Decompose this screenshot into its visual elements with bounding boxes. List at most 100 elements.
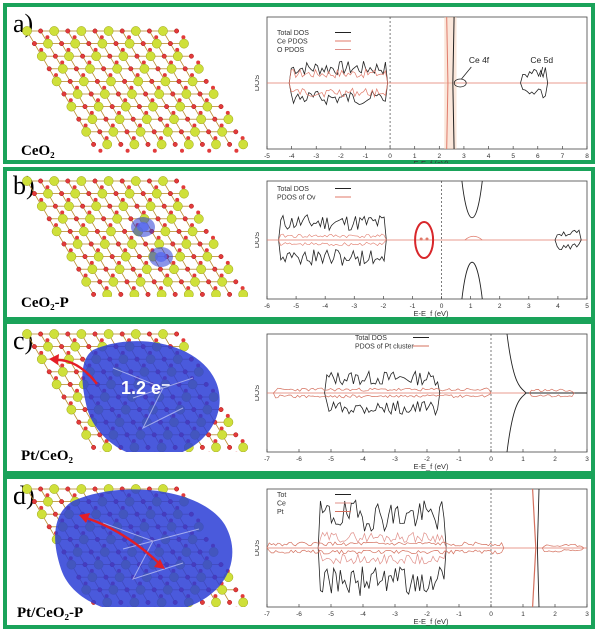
tick-label: 0 (440, 303, 444, 310)
ce-atom (211, 139, 221, 150)
o-atom (174, 28, 180, 34)
o-atom (89, 260, 94, 265)
tick-label: -7 (264, 611, 270, 618)
o-atom (108, 73, 113, 78)
ce-atom (43, 188, 53, 199)
arrow-head (79, 513, 90, 523)
o-atom (82, 254, 88, 260)
ce-atom (130, 329, 141, 339)
o-atom (38, 331, 44, 337)
o-atom (225, 110, 230, 115)
o-atom (94, 228, 100, 234)
tick-label: 3 (585, 611, 589, 618)
o-atom (76, 116, 82, 122)
o-atom (113, 191, 119, 197)
o-atom (183, 235, 188, 240)
ce-atom (103, 26, 114, 36)
o-atom (180, 148, 184, 153)
tick-label: -4 (322, 303, 328, 310)
o-atom (61, 241, 67, 247)
ce-atom (57, 366, 68, 377)
ce-atom (208, 89, 219, 99)
o-atom (165, 123, 170, 128)
o-atom (199, 444, 205, 450)
tick-label: -1 (363, 153, 369, 160)
annotation-ce5d: Ce 5d (530, 55, 553, 65)
o-atom (99, 185, 104, 190)
o-atom (39, 197, 44, 202)
o-atom (110, 273, 115, 278)
ce-atom (103, 176, 114, 186)
o-atom (227, 599, 233, 605)
o-atom (109, 104, 115, 110)
o-atom (66, 47, 71, 52)
o-atom (97, 129, 103, 135)
x-axis-label: E-E_f (eV) (413, 159, 449, 163)
structure-label: CeO₂ (21, 143, 55, 159)
o-atom (164, 104, 170, 110)
tick-label: 2 (553, 456, 557, 463)
o-atom (151, 129, 157, 135)
ce-atom (160, 226, 171, 237)
o-atom (102, 85, 107, 90)
o-atom (145, 291, 151, 297)
ce-atom (64, 51, 74, 62)
ce-atom (211, 442, 221, 452)
o-atom (92, 486, 98, 492)
o-atom (54, 376, 58, 381)
ce-atom (193, 213, 204, 224)
ce-atom (187, 226, 198, 237)
o-atom (199, 141, 205, 147)
ce-pdos-line (317, 547, 447, 565)
o-atom (104, 136, 109, 141)
ce-atom (81, 429, 92, 440)
o-atom (206, 129, 212, 135)
o-atom (138, 123, 142, 128)
o-atom (31, 499, 37, 505)
ce4f-band-highlight (444, 17, 457, 149)
o-atom (157, 116, 163, 122)
total-dos-line (461, 180, 483, 218)
annotation-arrow (461, 66, 472, 80)
o-atom (172, 291, 178, 297)
ce-atom (51, 76, 62, 87)
ce-atom (85, 63, 95, 74)
o-atom (59, 344, 65, 350)
o-atom (93, 47, 98, 52)
tick-label: 4 (487, 153, 491, 160)
o-atom (213, 439, 218, 444)
ce-atom (238, 442, 249, 452)
o-atom (80, 203, 86, 209)
o-atom (138, 273, 142, 278)
o-atom (185, 116, 191, 122)
ce-atom (124, 188, 135, 199)
tick-label: -3 (392, 456, 398, 463)
tick-label: -4 (360, 611, 366, 618)
o-atom (128, 216, 134, 222)
o-atom (76, 419, 82, 425)
o-atom (59, 499, 65, 505)
o-atom (149, 78, 155, 84)
o-atom (204, 98, 209, 103)
o-atom (197, 241, 203, 247)
o-atom (96, 248, 100, 253)
o-atom (122, 78, 128, 84)
o-atom (185, 266, 191, 272)
ce-atom (135, 276, 146, 287)
o-atom (81, 223, 86, 228)
ce-atom (22, 329, 32, 339)
ce-atom (72, 392, 83, 402)
o-atom (129, 235, 134, 240)
o-atom (186, 286, 191, 291)
vacancy-charge-density (137, 222, 149, 232)
ce-atom (51, 379, 62, 390)
ce-atom (156, 289, 167, 297)
o-atom (45, 185, 50, 190)
ce-atom (160, 76, 171, 87)
ce-atom (202, 101, 213, 112)
o-atom (60, 210, 65, 215)
total-dos-line (288, 82, 388, 106)
o-atom (146, 28, 152, 34)
o-atom (176, 228, 182, 234)
o-atom (96, 98, 100, 103)
